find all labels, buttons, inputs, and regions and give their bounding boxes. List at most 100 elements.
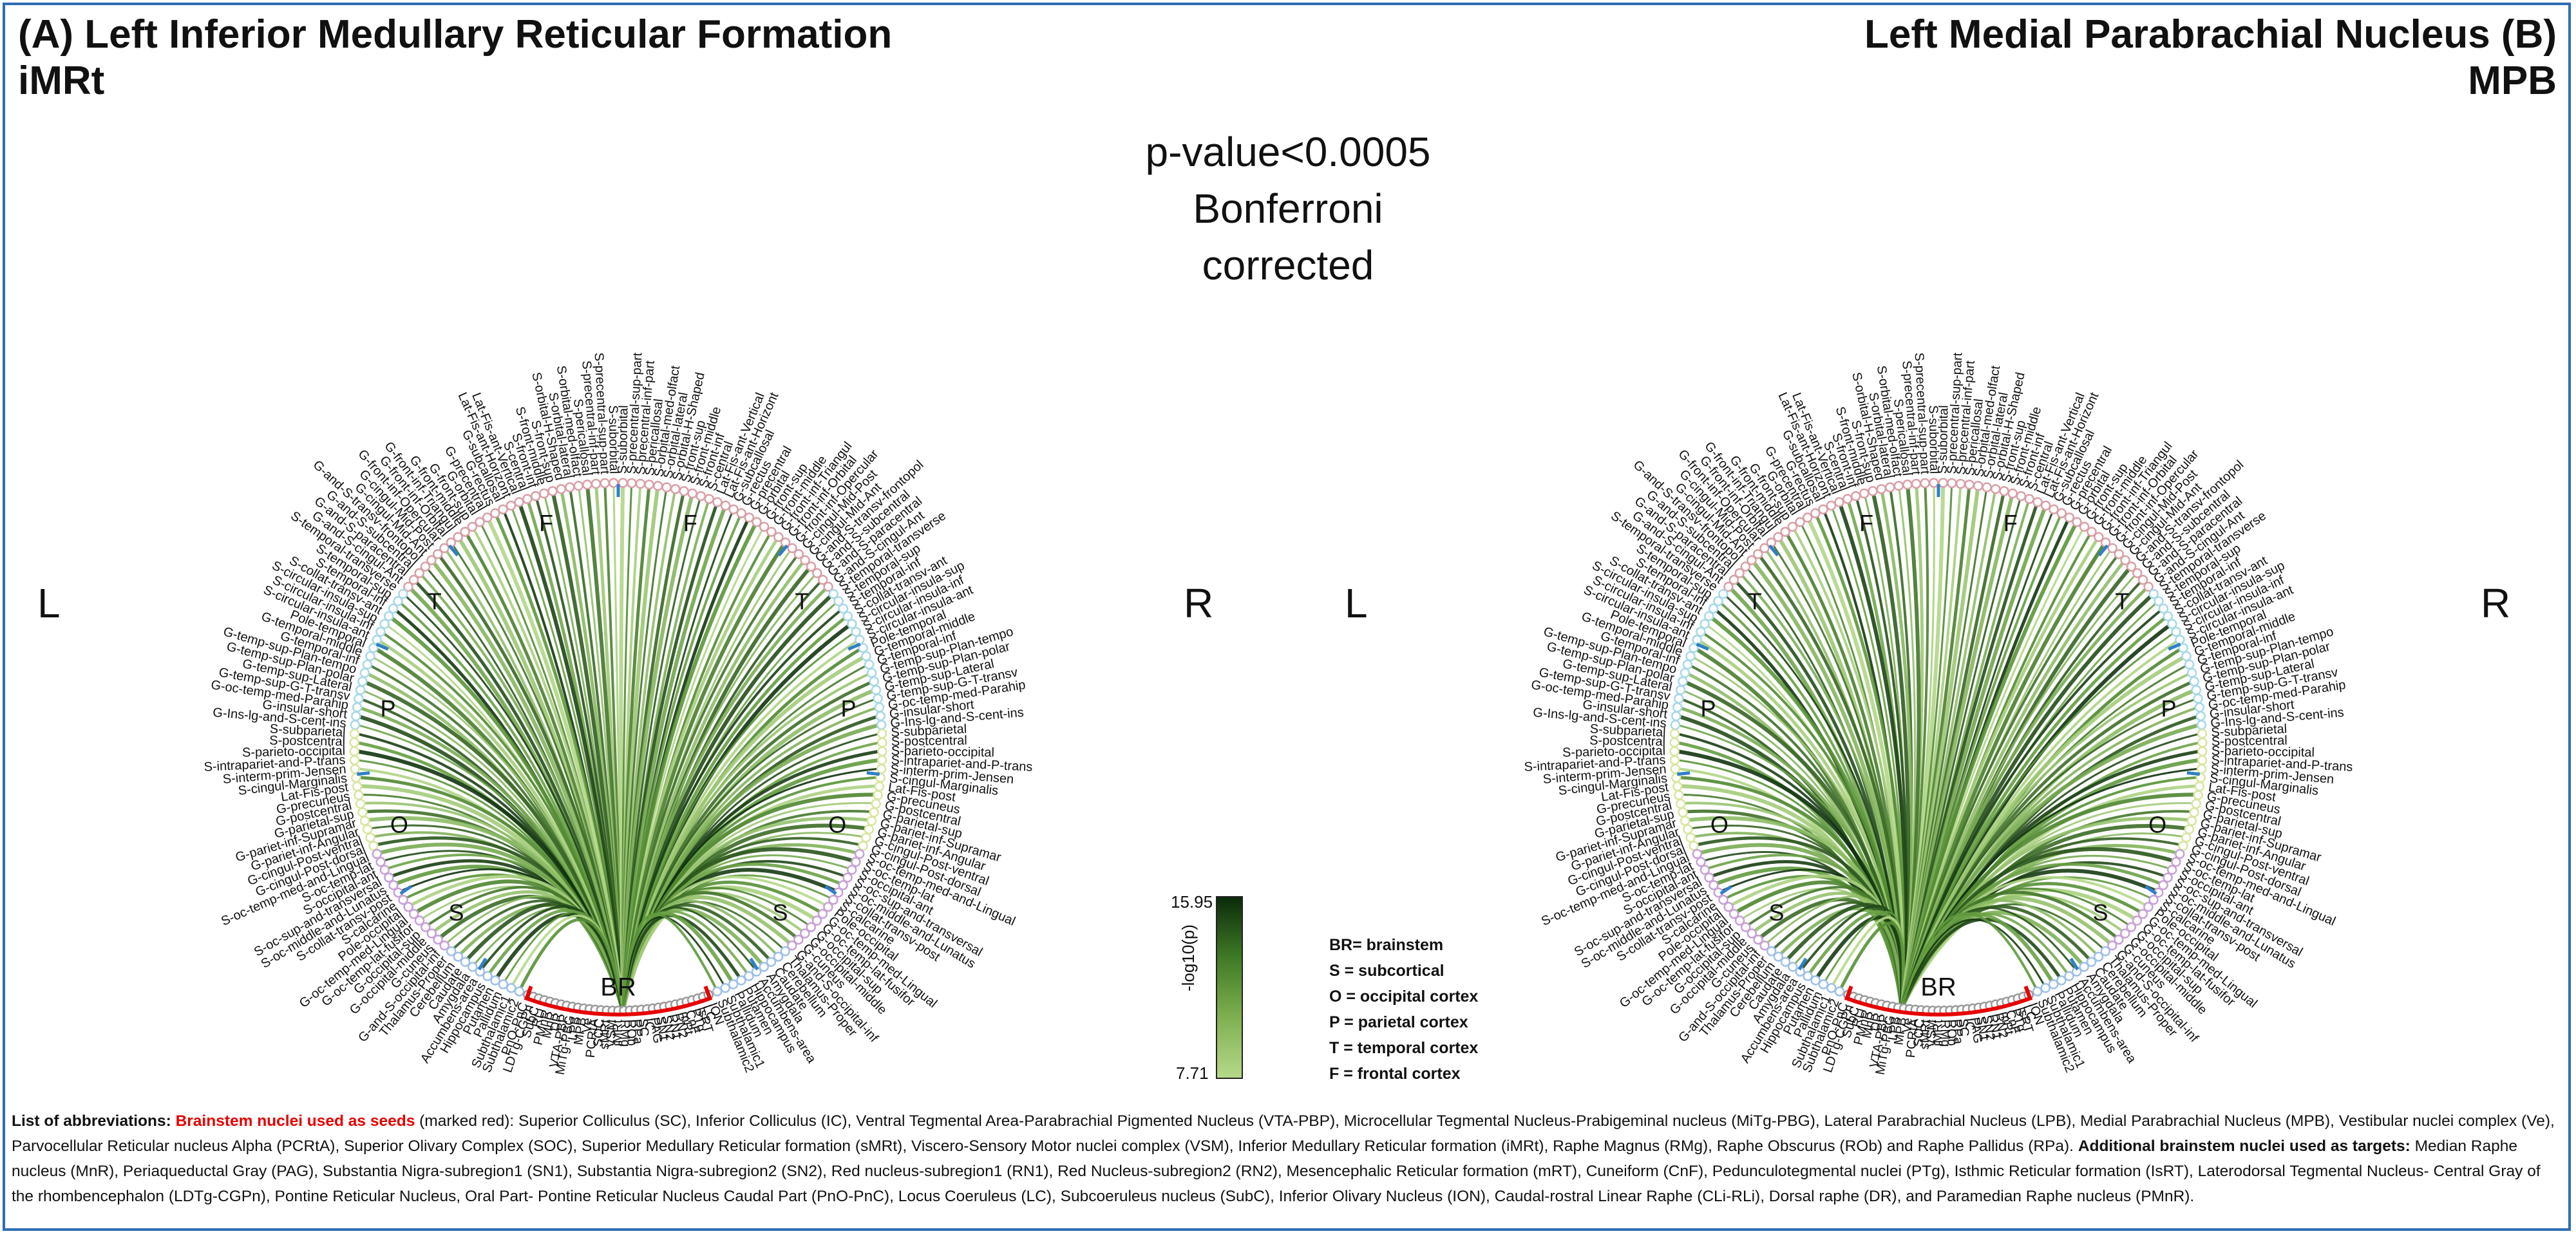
region-label: S-parieto-occipital bbox=[2211, 744, 2315, 760]
lobe-boundary-tick bbox=[375, 642, 389, 651]
region-node bbox=[2196, 763, 2207, 774]
region-node bbox=[482, 512, 493, 523]
region-node bbox=[2193, 790, 2203, 800]
connection-curve bbox=[621, 912, 717, 1011]
region-node bbox=[864, 824, 875, 834]
lobe-boundary-tick bbox=[2145, 885, 2157, 895]
connection-curve bbox=[1899, 523, 2078, 1009]
region-node bbox=[1929, 478, 1939, 488]
region-label: Ve bbox=[1900, 1017, 1915, 1034]
lobe-letter-occipital: O bbox=[390, 811, 408, 838]
lobe-boundary-tick bbox=[1676, 771, 1690, 776]
region-node bbox=[766, 527, 777, 537]
region-node bbox=[365, 832, 375, 843]
region-node bbox=[403, 902, 413, 912]
region-node bbox=[357, 807, 368, 818]
region-node bbox=[1747, 555, 1757, 566]
region-node bbox=[1682, 659, 1693, 670]
region-node bbox=[1787, 521, 1798, 532]
region-node bbox=[838, 880, 848, 890]
region-node bbox=[1826, 983, 1837, 993]
lobe-letter-frontal: F bbox=[539, 510, 553, 536]
region-node bbox=[1759, 940, 1770, 951]
region-node bbox=[609, 478, 619, 488]
lobe-boundary-tick bbox=[866, 771, 880, 776]
region-node bbox=[2086, 957, 2097, 967]
region-node bbox=[1703, 611, 1714, 621]
region-node bbox=[1678, 807, 1688, 818]
region-node bbox=[2158, 880, 2168, 890]
region-node bbox=[2184, 824, 2195, 834]
region-node bbox=[2093, 951, 2104, 962]
connection-curve bbox=[1900, 608, 2163, 1009]
region-node bbox=[752, 517, 762, 527]
region-node bbox=[1947, 478, 1957, 489]
lobe-letter-occipital: O bbox=[1710, 811, 1728, 838]
region-node bbox=[812, 568, 822, 579]
region-node bbox=[866, 816, 877, 826]
region-node bbox=[1885, 482, 1895, 492]
region-label: VSM bbox=[1924, 1020, 1939, 1048]
region-label: S-postcentral bbox=[269, 733, 345, 749]
region-node bbox=[453, 532, 463, 542]
region-label: IC bbox=[641, 1017, 657, 1031]
region-node bbox=[379, 619, 390, 629]
footer-seed-note: (marked red): bbox=[419, 1112, 515, 1130]
region-node bbox=[514, 497, 524, 507]
region-node bbox=[787, 940, 797, 951]
region-node bbox=[1669, 746, 1680, 756]
region-node bbox=[2114, 548, 2125, 559]
connection-curve bbox=[1900, 912, 2038, 1009]
region-node bbox=[350, 763, 361, 774]
lobe-boundary-tick bbox=[1696, 642, 1709, 651]
lobe-boundary-tick bbox=[824, 885, 837, 895]
colorbar-min: 7.71 bbox=[1176, 1063, 1209, 1083]
region-node bbox=[1964, 480, 1975, 490]
region-node bbox=[2196, 720, 2207, 730]
region-node bbox=[1734, 568, 1745, 579]
legend-item: O = occipital cortex bbox=[1329, 988, 1479, 1006]
connection-curve bbox=[1838, 503, 1908, 1009]
region-label: PAG bbox=[1967, 1016, 1985, 1044]
region-node bbox=[2189, 807, 2199, 818]
region-node bbox=[1818, 504, 1828, 514]
region-node bbox=[876, 728, 887, 739]
lobe-letter-parietal: P bbox=[380, 695, 395, 722]
lobe-letter-occipital: O bbox=[828, 811, 846, 838]
region-node bbox=[780, 946, 791, 957]
region-node bbox=[1999, 486, 2009, 496]
region-node bbox=[388, 603, 399, 614]
region-node bbox=[817, 575, 828, 585]
region-node bbox=[2056, 975, 2067, 986]
region-node bbox=[1723, 581, 1734, 592]
brainstem-bracket bbox=[1844, 986, 2033, 1016]
region-node bbox=[2114, 934, 2124, 945]
region-node bbox=[2064, 971, 2074, 982]
region-node bbox=[644, 480, 654, 490]
region-label: SOC bbox=[1911, 1018, 1927, 1047]
region-node bbox=[876, 763, 887, 774]
region-node bbox=[408, 575, 419, 585]
region-node bbox=[2178, 642, 2188, 653]
region-node bbox=[759, 962, 769, 972]
region-node bbox=[1842, 494, 1853, 504]
lobe-legend: BR= brainstem S = subcortical O = occipi… bbox=[1329, 932, 1478, 1087]
region-node bbox=[874, 781, 885, 792]
region-node bbox=[1759, 543, 1770, 554]
region-node bbox=[1740, 561, 1751, 572]
panel-b-right-label: R bbox=[2481, 580, 2511, 626]
region-node bbox=[2040, 983, 2050, 993]
region-node bbox=[1674, 790, 1684, 800]
region-node bbox=[1692, 848, 1703, 859]
region-node bbox=[1795, 517, 1805, 527]
region-node bbox=[2094, 532, 2104, 542]
panel-b-title-line1: Left Medial Parabrachial Nucleus (B) bbox=[1864, 12, 2557, 57]
region-node bbox=[2194, 781, 2205, 792]
region-node bbox=[355, 798, 366, 809]
lobe-boundary-tick bbox=[399, 885, 412, 895]
significance-label: p-value<0.0005 Bonferroni corrected bbox=[1133, 124, 1443, 294]
region-node bbox=[2181, 832, 2192, 843]
region-node bbox=[2132, 568, 2143, 579]
panel-a-right-label: R bbox=[1184, 580, 1214, 626]
